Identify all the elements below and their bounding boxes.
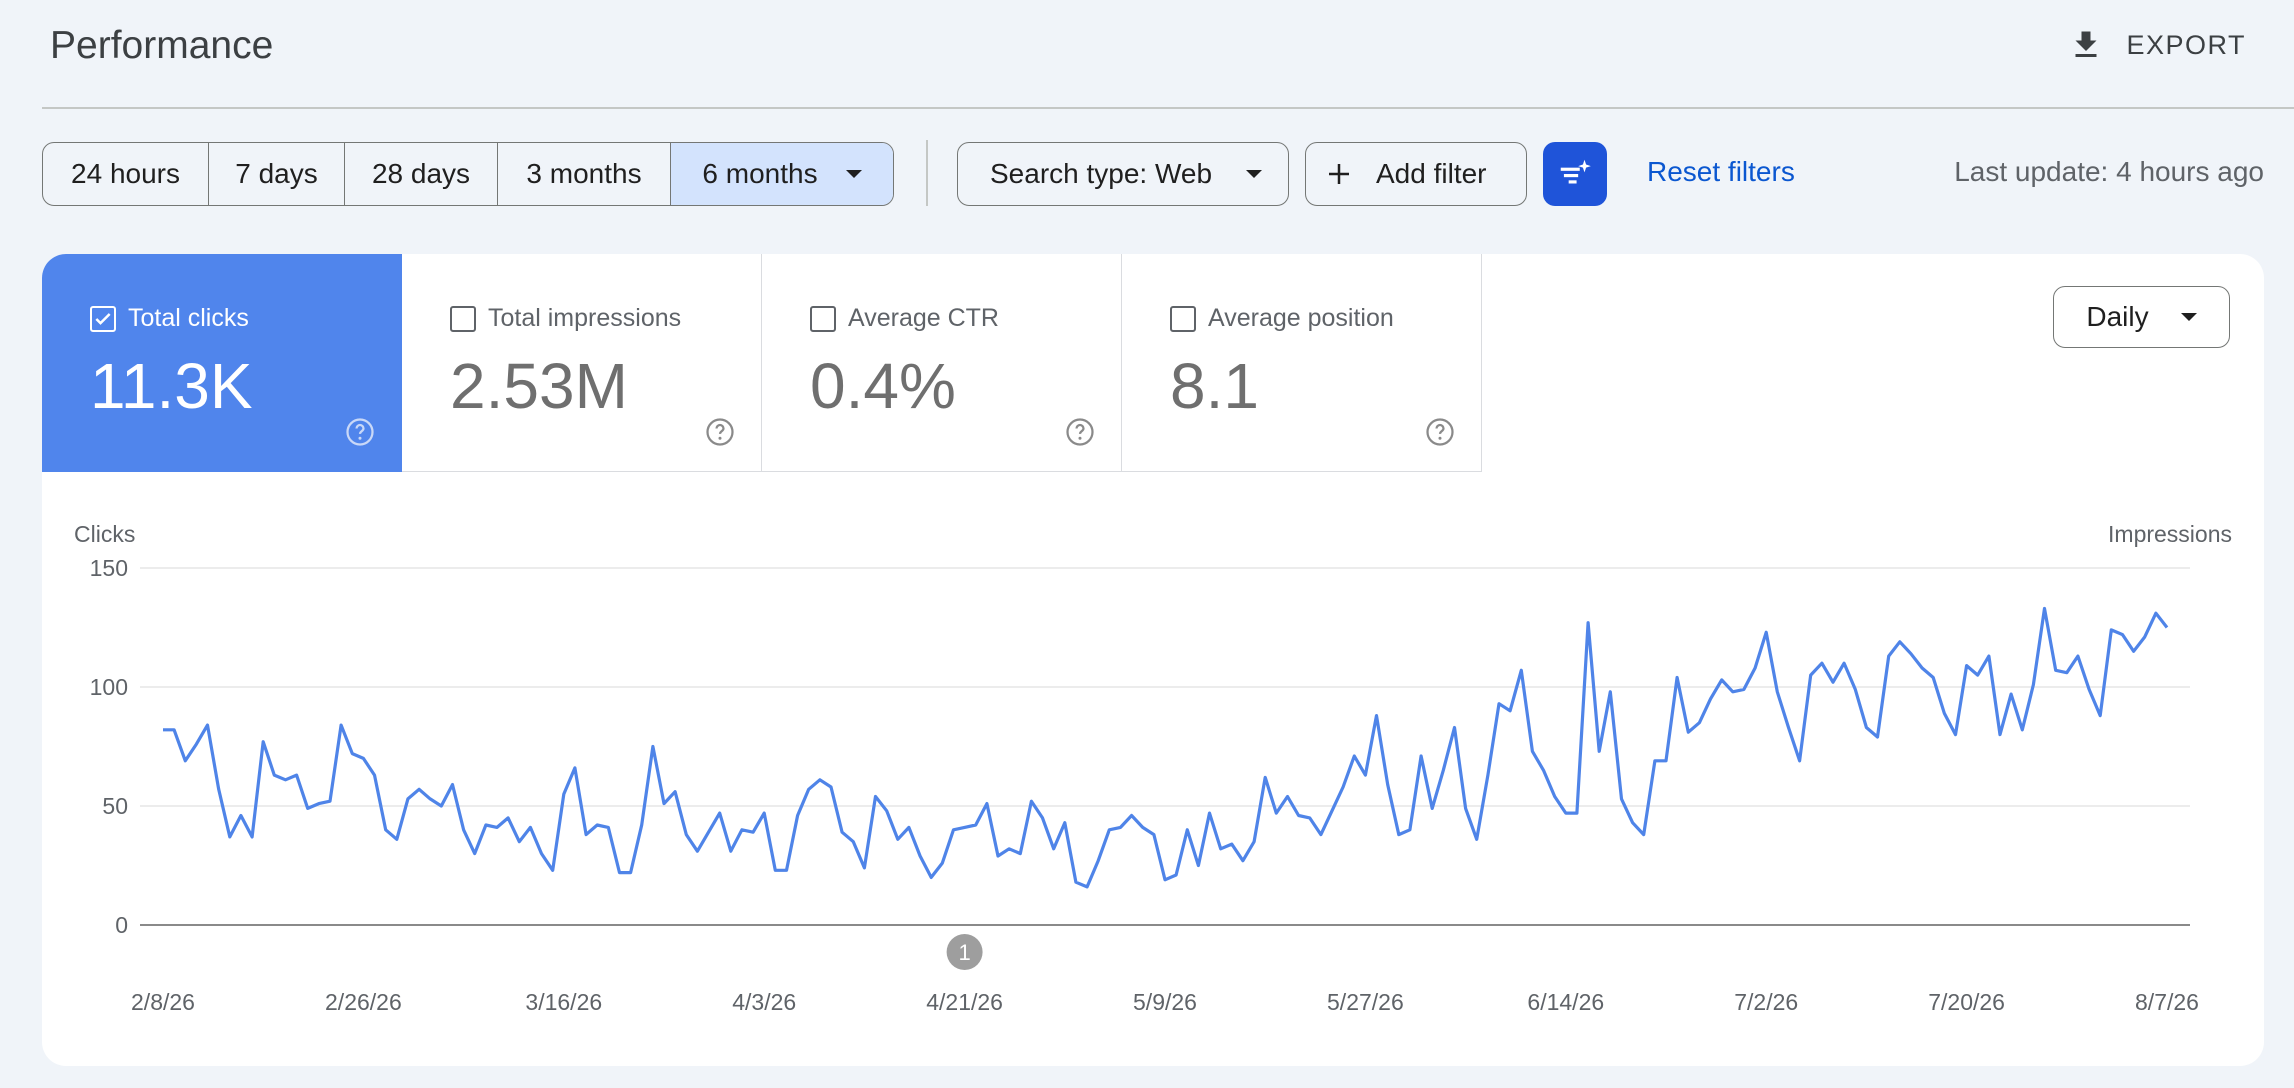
x-tick-label: 4/21/26 <box>926 989 1003 1015</box>
checkbox-icon[interactable] <box>1170 305 1196 332</box>
checkbox-icon[interactable] <box>450 305 476 332</box>
filter-sparkle-icon <box>1560 159 1591 184</box>
annotation-label: 1 <box>958 940 970 965</box>
date-range-selector: 24 hours 7 days 28 days 3 months 6 month… <box>42 142 894 206</box>
metric-average-ctr[interactable]: Average CTR 0.4% <box>762 254 1122 472</box>
x-tick-label: 2/26/26 <box>325 989 402 1015</box>
checkbox-checked-icon[interactable] <box>90 305 116 332</box>
metric-total-impressions[interactable]: Total impressions 2.53M <box>402 254 762 472</box>
granularity-dropdown[interactable]: Daily <box>2053 286 2230 348</box>
metric-label-row: Total impressions <box>450 304 681 333</box>
chevron-down-icon <box>2180 313 2197 321</box>
clicks-line-chart: 0 50 100 150 2/8/26 2/26/26 3/16/26 4/3/26 4/21… <box>90 555 2199 1015</box>
metric-label-row: Average position <box>1170 304 1394 333</box>
range-28-days[interactable]: 28 days <box>345 143 498 205</box>
search-type-dropdown[interactable]: Search type: Web <box>957 142 1289 206</box>
metric-total-clicks[interactable]: Total clicks 11.3K <box>42 254 402 472</box>
annotation-circle[interactable] <box>946 934 983 970</box>
x-tick-label: 5/9/26 <box>1133 989 1197 1015</box>
x-tick-label: 2/8/26 <box>131 989 195 1015</box>
export-button[interactable]: EXPORT <box>2068 22 2246 68</box>
help-icon[interactable] <box>345 417 375 447</box>
x-tick-label: 7/2/26 <box>1734 989 1798 1015</box>
metric-label-row: Total clicks <box>90 304 249 333</box>
y-axis-title-left: Clicks <box>74 521 136 547</box>
x-tick-label: 4/3/26 <box>732 989 796 1015</box>
last-update-text: Last update: 4 hours ago <box>1954 156 2264 187</box>
export-label: EXPORT <box>2126 29 2246 60</box>
x-tick-label: 3/16/26 <box>525 989 602 1015</box>
header: Performance EXPORT <box>0 0 2294 110</box>
metric-label: Average position <box>1208 304 1394 332</box>
y-tick-label: 150 <box>90 555 128 581</box>
x-tick-label: 5/27/26 <box>1327 989 1404 1015</box>
annotation-marker[interactable]: 1 <box>946 934 983 970</box>
metric-average-position[interactable]: Average position 8.1 <box>1122 254 1482 472</box>
series-line-clicks <box>163 606 2169 889</box>
y-tick-label: 50 <box>102 793 128 819</box>
reset-filters-link[interactable]: Reset filters <box>1647 156 1795 187</box>
x-tick-label: 8/7/26 <box>2135 989 2199 1015</box>
performance-card: Total clicks 11.3K Total impressions 2.5… <box>42 254 2264 1066</box>
page-title: Performance <box>50 24 274 67</box>
add-filter-button[interactable]: Add filter <box>1305 142 1527 206</box>
metric-value: 8.1 <box>1170 350 1259 422</box>
metric-label: Total impressions <box>488 304 682 332</box>
chevron-down-icon <box>845 170 862 178</box>
checkbox-icon[interactable] <box>810 305 836 332</box>
x-tick-label: 7/20/26 <box>1928 989 2005 1015</box>
range-6-months[interactable]: 6 months <box>671 143 893 205</box>
granularity-label: Daily <box>2086 301 2149 332</box>
y-axis-title-right: Impressions <box>2108 521 2232 547</box>
x-tick-label: 6/14/26 <box>1527 989 1604 1015</box>
range-24-hours[interactable]: 24 hours <box>43 143 209 205</box>
header-divider <box>42 107 2294 109</box>
metric-value: 11.3K <box>90 350 253 422</box>
range-7-days[interactable]: 7 days <box>209 143 345 205</box>
plus-icon <box>1329 164 1349 184</box>
range-label: 6 months <box>702 158 818 189</box>
help-icon[interactable] <box>1065 417 1095 447</box>
filter-separator <box>926 140 928 206</box>
help-icon[interactable] <box>1425 417 1455 447</box>
search-type-label: Search type: Web <box>990 158 1213 189</box>
range-label: 28 days <box>371 158 471 189</box>
chevron-down-icon <box>1246 170 1263 178</box>
filter-suggestions-button[interactable] <box>1543 142 1607 206</box>
chart-grid <box>140 567 2190 926</box>
metric-value: 0.4% <box>810 350 956 422</box>
y-tick-label: 100 <box>90 674 128 700</box>
y-axis-ticks: 0 50 100 150 <box>90 555 128 938</box>
add-filter-label: Add filter <box>1376 158 1487 189</box>
y-tick-label: 0 <box>115 912 128 938</box>
help-icon[interactable] <box>705 417 735 447</box>
metric-label-row: Average CTR <box>810 304 999 333</box>
x-axis-ticks: 2/8/26 2/26/26 3/16/26 4/3/26 4/21/26 5/9/26 5… <box>131 989 2199 1015</box>
metric-label: Total clicks <box>128 304 249 332</box>
metric-value: 2.53M <box>450 350 628 422</box>
metric-label: Average CTR <box>848 304 999 332</box>
range-3-months[interactable]: 3 months <box>498 143 671 205</box>
download-icon <box>2075 31 2097 57</box>
range-label: 7 days <box>235 158 318 189</box>
range-label: 3 months <box>526 158 642 189</box>
range-label: 24 hours <box>71 158 180 189</box>
